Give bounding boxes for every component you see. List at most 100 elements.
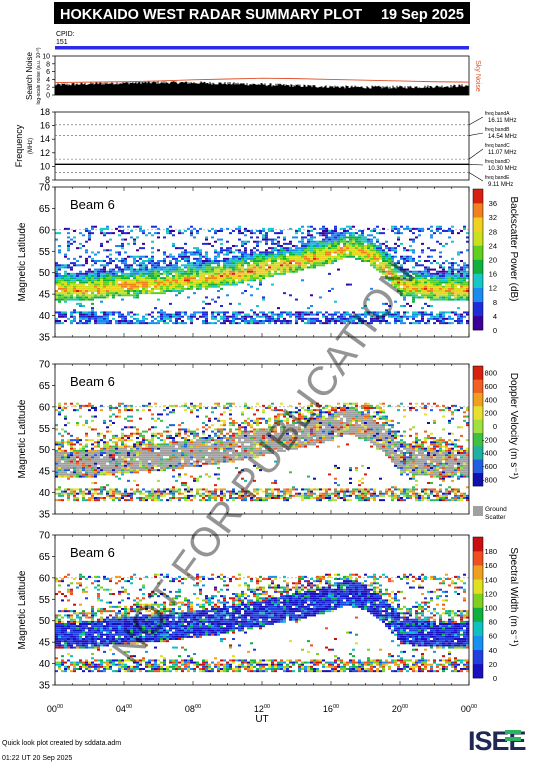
echo-cell [322,230,325,232]
echo-cell [58,277,61,280]
echo-cell [361,247,364,250]
echo-cell [199,464,202,467]
echo-cell [358,320,361,322]
echo-cell [202,432,205,435]
echo-cell [67,488,70,491]
echo-cell [316,242,319,245]
echo-cell [295,268,298,271]
echo-cell [178,260,181,262]
echo-cell [367,253,370,256]
echo-cell [217,449,220,452]
echo-cell [175,447,178,450]
echo-cell [451,294,454,297]
echo-cell [118,452,121,454]
echo-cell [349,283,352,286]
echo-cell [244,247,247,250]
noise-ylabel: Search Noise [25,51,34,100]
echo-cell [265,260,268,262]
echo-cell [115,272,118,275]
echo-cell [403,260,406,262]
echo-cell [187,317,190,320]
echo-cell [457,268,460,271]
echo-cell [97,281,100,284]
echo-cell [79,439,82,442]
echo-cell [127,255,130,258]
echo-cell [175,275,178,277]
echo-cell [187,296,190,299]
echo-cell [61,298,64,301]
echo-cell [157,249,160,252]
echo-cell [94,454,97,457]
echo-cell [316,313,319,316]
echo-cell [346,313,349,316]
echo-cell [439,298,442,301]
echo-cell [424,275,427,277]
echo-cell [91,275,94,277]
echo-cell [265,234,268,237]
echo-cell [388,311,391,314]
echo-cell [214,447,217,450]
echo-cell [247,279,250,282]
echo-cell [139,277,142,280]
echo-cell [151,283,154,286]
echo-cell [169,270,172,273]
echo-cell [361,255,364,258]
echo-cell [178,488,181,491]
echo-cell [451,264,454,267]
echo-cell [316,264,319,267]
echo-cell [100,464,103,467]
echo-cell [199,449,202,452]
echo-cell [325,240,328,243]
echo-cell [226,249,229,252]
echo-cell [190,234,193,237]
echo-cell [379,249,382,252]
echo-cell [259,272,262,275]
echo-cell [136,490,139,493]
echo-cell [286,249,289,252]
echo-cell [118,292,121,295]
echo-cell [295,320,298,322]
echo-cell [214,230,217,232]
echo-cell [271,247,274,250]
echo-cell [385,266,388,269]
echo-cell [112,473,115,476]
echo-cell [148,439,151,442]
echo-cell [142,452,145,454]
echo-cell [73,240,76,243]
echo-cell [232,277,235,280]
echo-cell [103,460,106,463]
echo-cell [196,464,199,467]
echo-cell [172,452,175,454]
echo-cell [103,320,106,322]
echo-cell [130,270,133,273]
echo-cell [151,234,154,237]
echo-cell [97,277,100,280]
echo-cell [145,404,148,407]
echo-cell [424,296,427,299]
echo-cell [193,445,196,448]
echo-cell [142,270,145,273]
echo-cell [148,449,151,452]
echo-cell [88,462,91,465]
echo-cell [235,227,238,230]
echo-cell [109,449,112,452]
echo-cell [160,281,163,284]
echo-cell [205,311,208,314]
echo-cell [322,257,325,260]
echo-cell [172,411,175,414]
echo-cell [226,270,229,273]
echo-cell [82,494,85,497]
echo-cell [397,238,400,241]
echo-cell [460,322,463,325]
echo-cell [103,266,106,269]
echo-cell [322,232,325,235]
plot-date: 19 Sep 2025 [381,7,464,23]
echo-cell [418,313,421,316]
echo-cell [115,497,118,499]
echo-cell [244,251,247,254]
echo-cell [115,460,118,463]
echo-cell [283,270,286,273]
echo-cell [217,494,220,497]
echo-cell [217,428,220,431]
echo-cell [169,437,172,439]
